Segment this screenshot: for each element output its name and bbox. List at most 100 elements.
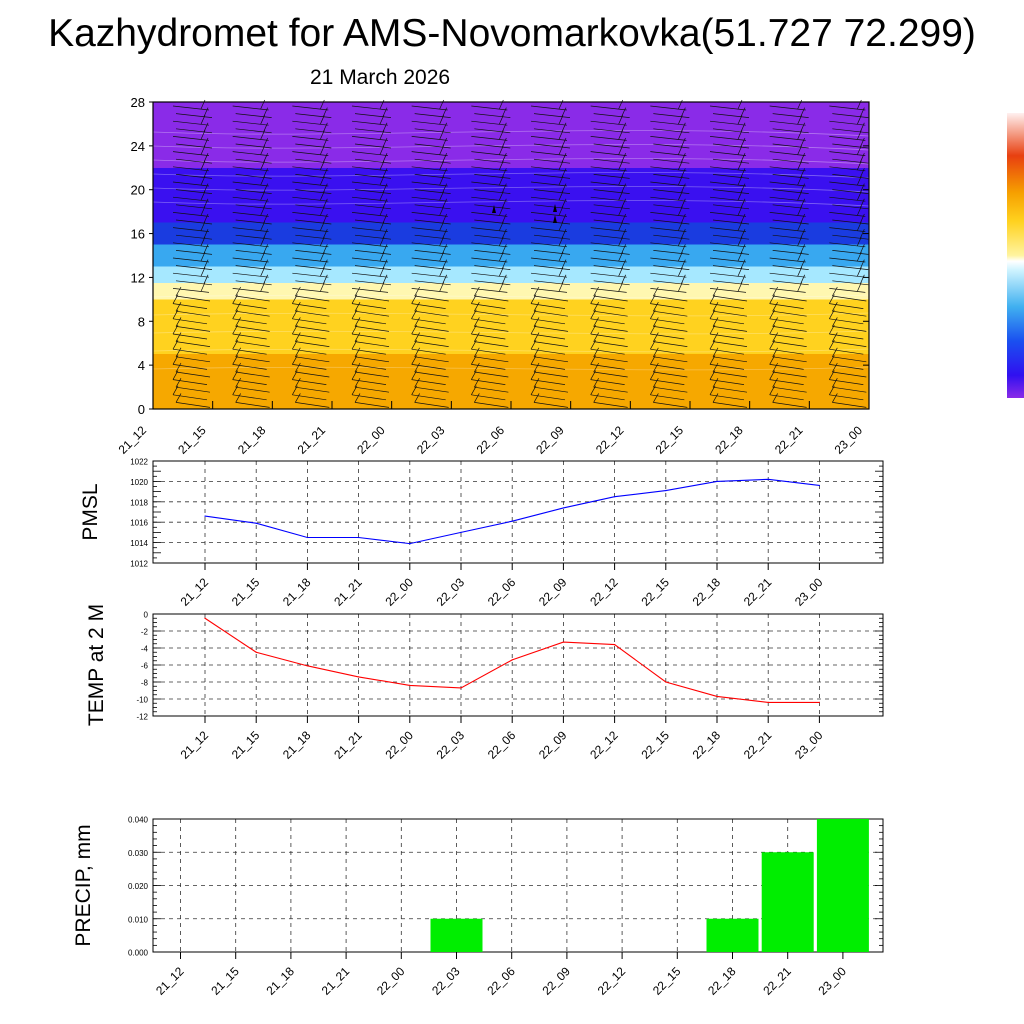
wind-barb xyxy=(712,332,748,347)
x-tick-label: 23_00 xyxy=(816,964,850,998)
wind-barb xyxy=(471,355,506,370)
wind-barb xyxy=(650,385,685,401)
wind-barb xyxy=(474,378,509,393)
wind-barb xyxy=(829,175,866,187)
wind-barb xyxy=(172,340,208,355)
x-tick-label: 21_12 xyxy=(153,964,187,998)
wind-barb xyxy=(712,302,748,317)
wind-barb xyxy=(235,393,270,408)
x-tick-label: 22_00 xyxy=(374,964,408,998)
wind-barb xyxy=(172,309,208,325)
wind-barb xyxy=(709,355,745,370)
x-tick-label: 22_06 xyxy=(485,728,519,762)
x-tick-label: 22_21 xyxy=(772,423,806,457)
y-tick-label: 1014 xyxy=(130,539,148,548)
x-tick-label: 21_21 xyxy=(331,728,365,762)
wind-barb xyxy=(769,385,804,401)
x-tick-label: 21_18 xyxy=(280,575,314,609)
wind-barb xyxy=(232,309,267,325)
y-tick-label: 20 xyxy=(131,183,145,198)
precip-bar xyxy=(761,852,814,952)
pmsl-point xyxy=(614,496,616,498)
x-tick-label: 22_12 xyxy=(587,728,621,762)
contour-line xyxy=(152,200,870,207)
pmsl-point xyxy=(562,507,565,509)
wind-barb xyxy=(769,115,806,126)
wind-barb xyxy=(175,302,211,317)
x-tick-label: 22_00 xyxy=(382,728,416,762)
wind-barb xyxy=(232,324,267,340)
panel-frame xyxy=(152,818,884,953)
wind-barb xyxy=(354,362,390,378)
y-tick-label: 8 xyxy=(138,314,145,329)
wind-barb xyxy=(351,206,389,217)
wind-barb xyxy=(829,385,864,401)
wind-barb xyxy=(232,267,269,278)
wind-barb xyxy=(829,145,866,156)
wind-barb xyxy=(650,355,685,370)
wind-barb xyxy=(709,115,747,126)
x-tick-label: 22_18 xyxy=(712,423,746,457)
wind-barb xyxy=(411,282,448,293)
wind-barb xyxy=(471,145,508,156)
wind-barb xyxy=(709,340,745,355)
wind-flag xyxy=(492,205,496,213)
wind-barb xyxy=(414,378,449,393)
y-tick-label: 28 xyxy=(131,95,145,110)
precip-bar xyxy=(430,918,483,952)
wind-barb xyxy=(351,324,387,340)
wind-barb xyxy=(769,370,804,385)
wind-barb xyxy=(172,160,210,172)
wind-barb xyxy=(769,294,804,309)
wind-barb xyxy=(172,385,208,401)
wind-barb xyxy=(832,393,867,408)
x-tick-label: 22_03 xyxy=(429,964,463,998)
x-tick-label: 22_03 xyxy=(434,728,468,762)
x-tick-label: 22_09 xyxy=(536,728,570,762)
x-tick-label: 22_12 xyxy=(595,964,629,998)
wind-barb xyxy=(533,362,569,378)
wind-barb xyxy=(411,175,448,187)
contour-line xyxy=(152,158,870,165)
wind-barb xyxy=(172,130,210,141)
wind-barb xyxy=(411,355,446,370)
x-tick-label: 21_15 xyxy=(208,964,242,998)
wind-barb xyxy=(530,355,566,370)
y-tick-label: 0.000 xyxy=(128,949,149,958)
wind-barb xyxy=(590,251,627,263)
wind-barb xyxy=(232,191,269,202)
wind-barb xyxy=(530,370,566,385)
wind-barb xyxy=(832,302,867,317)
wind-barb xyxy=(292,267,329,278)
y-tick-label: 0.010 xyxy=(128,915,149,924)
wind-barb xyxy=(712,317,748,332)
wind-barb xyxy=(772,347,807,363)
wind-barb xyxy=(411,251,448,263)
wind-barb xyxy=(530,282,568,293)
x-tick-label: 22_03 xyxy=(434,575,468,609)
wind-barb xyxy=(292,191,329,202)
contour-line xyxy=(152,366,870,371)
pmsl-point xyxy=(358,536,360,539)
wind-barb xyxy=(709,206,747,217)
wind-barb xyxy=(414,347,449,363)
wind-barb xyxy=(354,332,390,347)
wind-barb xyxy=(533,286,569,302)
wind-barb xyxy=(769,236,806,248)
wind-barb xyxy=(593,286,628,302)
wind-barb xyxy=(292,309,327,325)
wind-barb xyxy=(772,286,807,302)
wind-barb xyxy=(829,324,864,340)
wind-barb xyxy=(172,206,210,217)
wind-barb xyxy=(653,332,688,347)
temp-point xyxy=(255,651,257,653)
pmsl-point xyxy=(255,522,257,524)
wind-barb xyxy=(650,340,685,355)
wind-barb xyxy=(411,385,446,401)
wind-barb xyxy=(471,370,506,385)
wind-barb xyxy=(232,221,269,232)
wind-barb xyxy=(295,302,330,317)
wind-barb xyxy=(172,115,210,126)
wind-barb xyxy=(172,294,208,309)
wind-barb xyxy=(411,324,446,340)
